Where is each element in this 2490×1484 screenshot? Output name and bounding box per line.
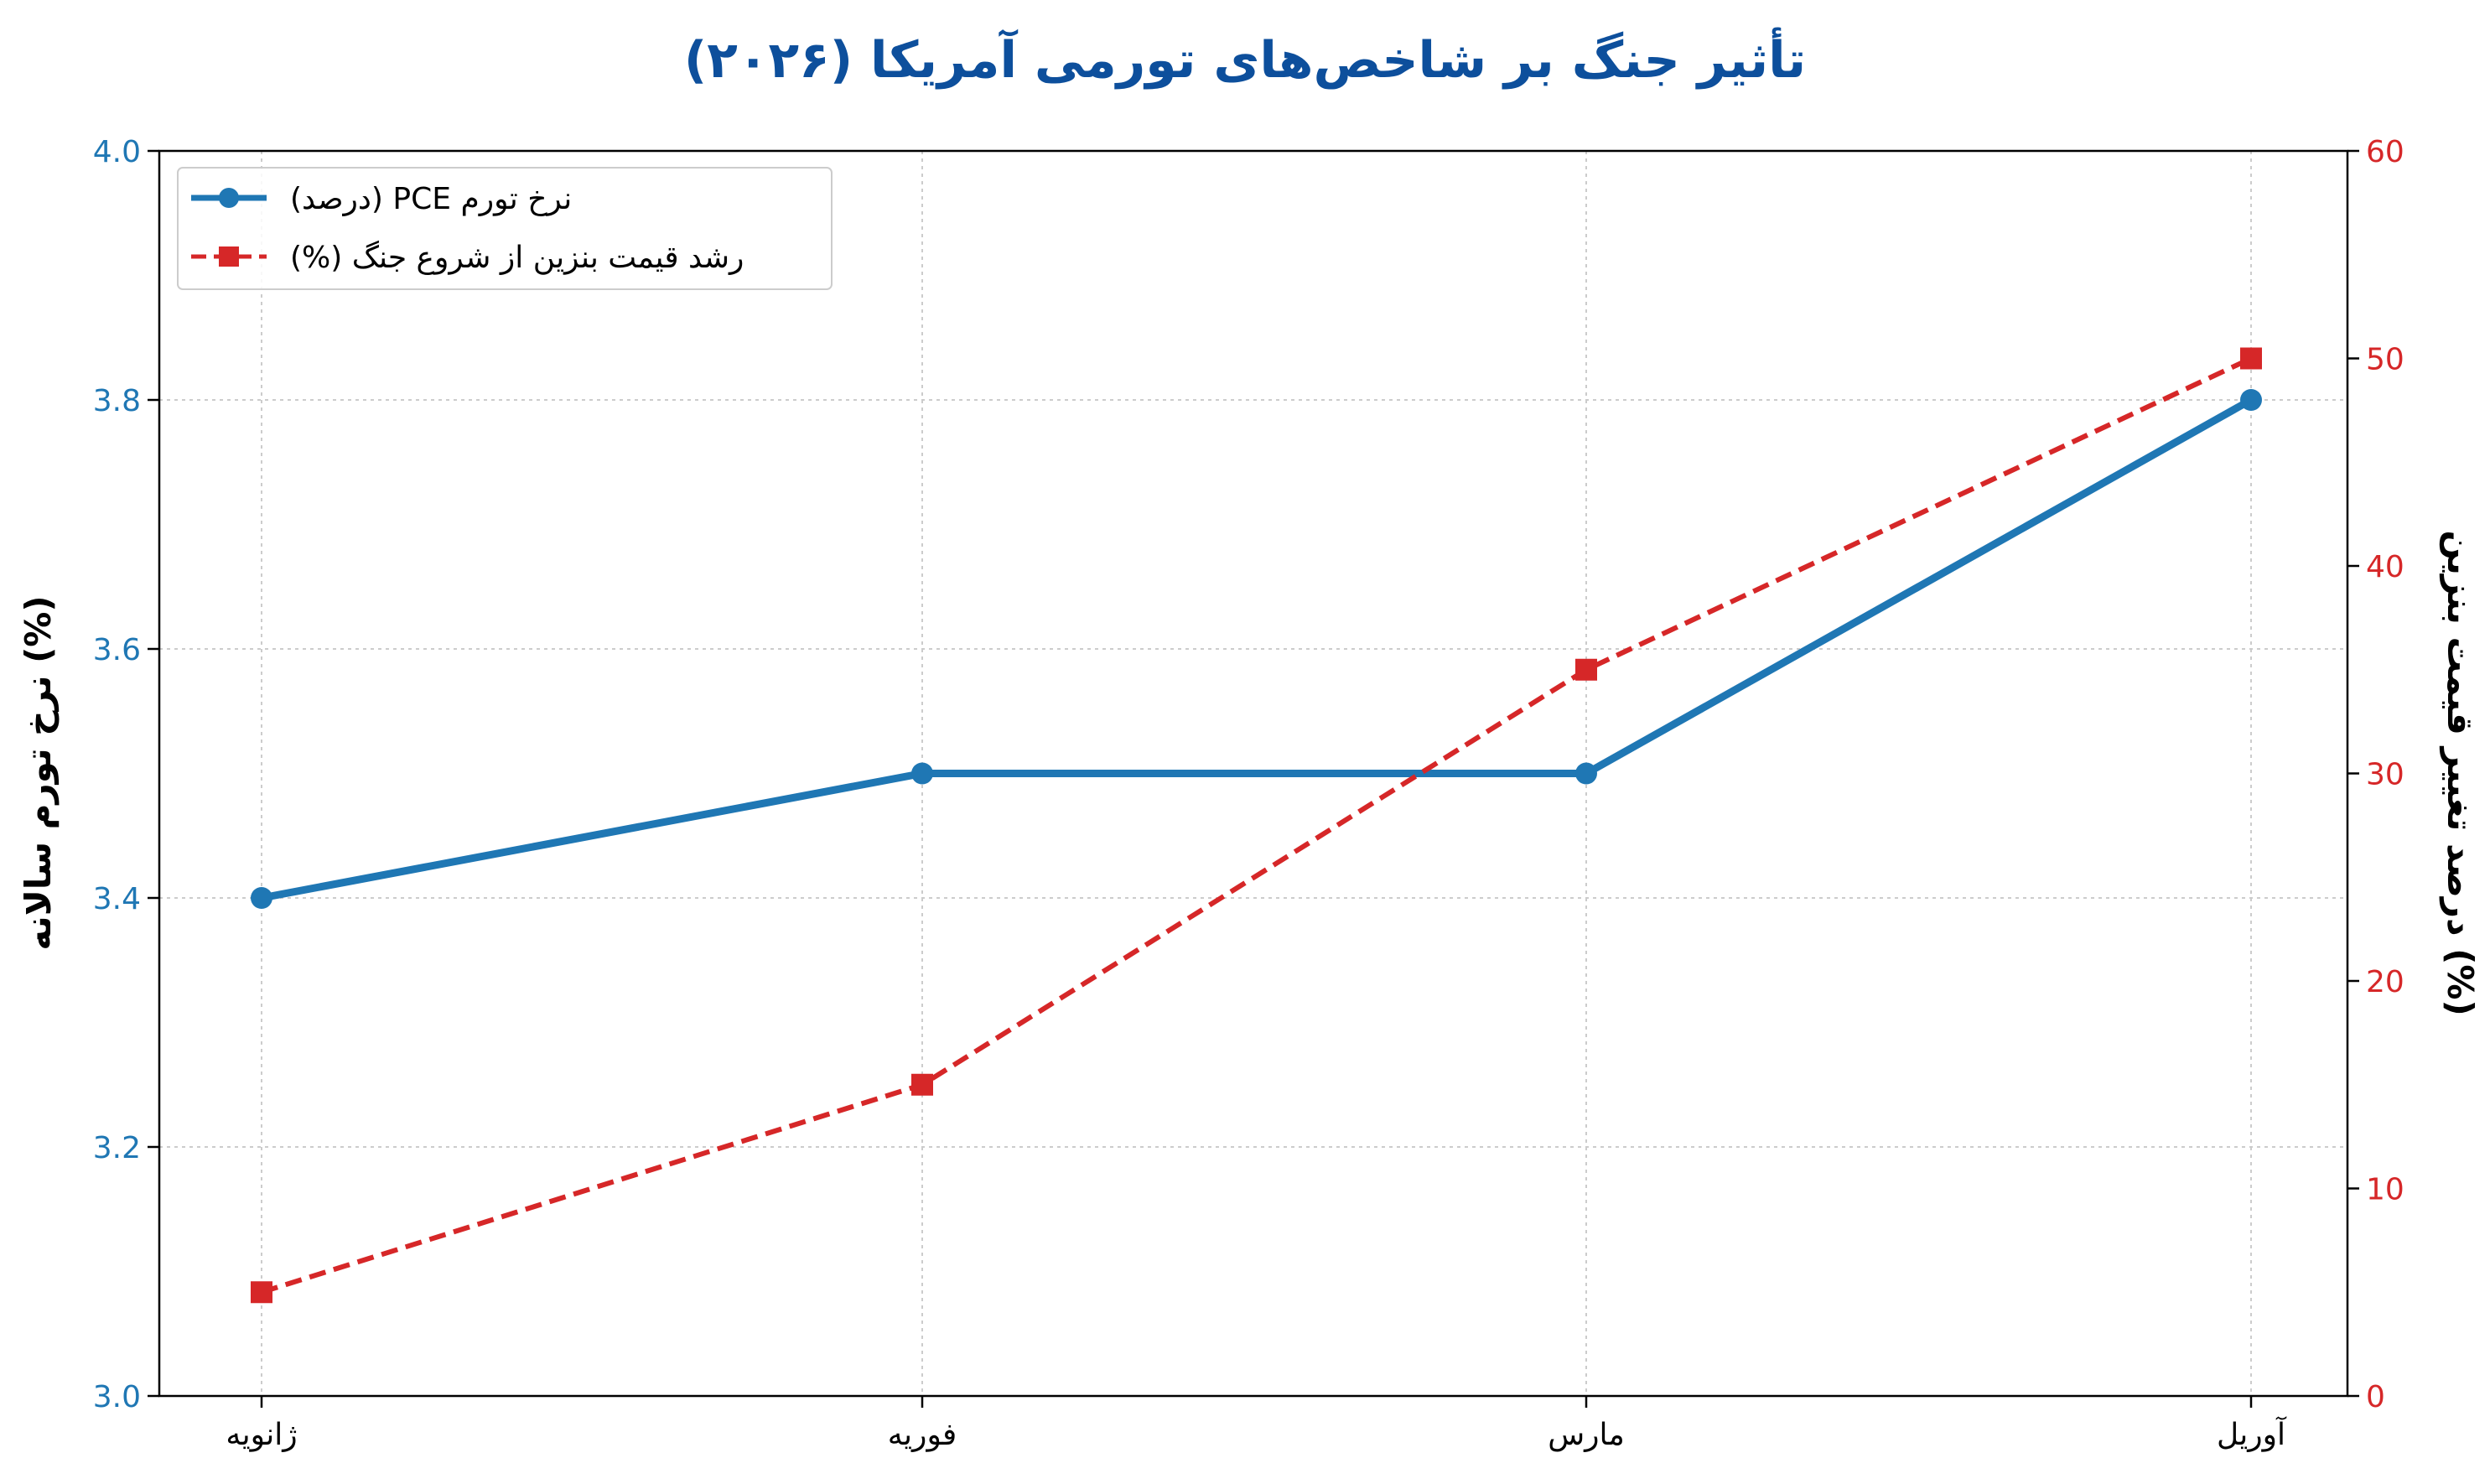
y-left-tick-label: 3.6 <box>93 633 141 667</box>
series-1-point <box>251 1281 272 1304</box>
x-tick-label: مارس <box>1548 1418 1625 1452</box>
y-axis-left-label: نرخ تورم سالانه (%) <box>18 595 60 950</box>
y-right-tick-label: 60 <box>2366 135 2404 169</box>
series-0-point <box>1575 762 1597 785</box>
y-right-tick-label: 0 <box>2366 1380 2385 1414</box>
series-0-point <box>2240 389 2262 411</box>
y-left-tick-label: 4.0 <box>93 135 141 169</box>
y-right-tick-label: 10 <box>2366 1173 2404 1207</box>
y-right-tick-label: 50 <box>2366 343 2404 377</box>
y-left-tick-label: 3.8 <box>93 384 141 418</box>
x-tick-label: فوریه <box>888 1418 957 1452</box>
y-left-tick-label: 3.4 <box>93 882 141 916</box>
series-0-point <box>251 887 272 909</box>
y-right-tick-label: 40 <box>2366 550 2404 584</box>
legend-marker-gas <box>219 246 239 267</box>
legend: نرخ تورم PCE (درصد) رشد قیمت بنزین از شر… <box>177 167 833 290</box>
grid-layer <box>159 151 2347 1396</box>
series-line-0 <box>261 397 2254 902</box>
x-tick-label: ژانویه <box>226 1418 297 1452</box>
series-1-point <box>911 1073 933 1096</box>
y-right-tick-label: 20 <box>2366 965 2404 999</box>
chart-title: تأثیر جنگ بر شاخص‌های تورمی آمریکا (۲۰۲۶… <box>684 27 1806 90</box>
legend-box <box>177 167 833 290</box>
legend-label-pce: نرخ تورم PCE (درصد) <box>290 182 572 216</box>
series-layer <box>251 347 2262 1304</box>
x-tick-label: آوریل <box>2217 1415 2287 1452</box>
legend-marker-pce <box>219 188 239 208</box>
y-left-tick-label: 3.0 <box>93 1380 141 1414</box>
axis-layer: 3.0 3.2 3.4 3.6 3.8 4.0 0 10 20 30 40 50 60 ژانویه فور… <box>93 135 2404 1452</box>
series-line-1 <box>261 355 2253 1295</box>
y-right-tick-label: 30 <box>2366 758 2404 792</box>
y-left-tick-label: 3.2 <box>93 1131 141 1165</box>
legend-label-gas: رشد قیمت بنزین از شروع جنگ (%) <box>290 240 744 275</box>
y-axis-right-label: درصد تغییر قیمت بنزین (%) <box>2439 530 2481 1015</box>
series-1-point <box>1575 658 1597 681</box>
series-0-point <box>911 762 933 785</box>
series-1-point <box>2240 347 2262 370</box>
